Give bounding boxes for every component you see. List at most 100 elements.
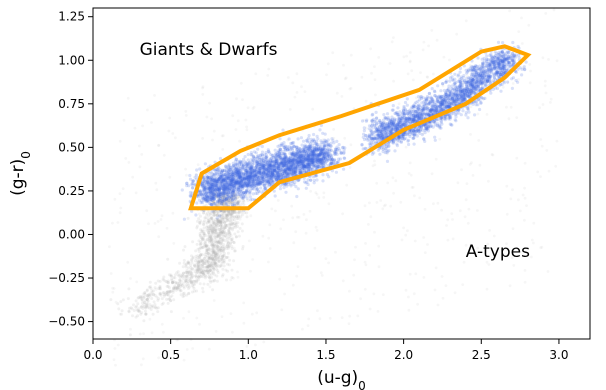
giant-dwarf-point [453,81,457,85]
a-type-point [222,264,226,268]
background-point [364,99,368,103]
a-type-point [223,220,227,224]
giant-dwarf-point [480,96,484,100]
a-type-point [202,232,206,236]
giant-dwarf-point [483,82,487,86]
a-type-point [210,256,214,260]
giant-dwarf-point [265,180,269,184]
background-point [445,224,448,227]
giant-dwarf-point [420,111,424,115]
background-point [440,208,443,212]
a-type-point [221,238,224,242]
giant-dwarf-point [210,191,214,195]
a-type-point [216,219,220,223]
giant-dwarf-point [289,164,293,168]
a-type-point [211,210,215,214]
background-point [296,215,299,219]
a-type-point [233,249,237,253]
a-type-point [206,268,210,272]
giant-dwarf-point [495,86,500,91]
background-point [460,168,463,172]
giant-dwarf-point [244,181,248,185]
a-type-point [161,291,165,295]
background-point [200,193,203,196]
giant-dwarf-point [318,128,322,132]
giant-dwarf-point [465,86,469,90]
a-type-point [218,230,222,233]
a-type-point [209,224,213,228]
background-point [251,107,255,110]
giant-dwarf-point [382,113,386,117]
background-point [528,63,532,66]
a-type-point [222,188,226,192]
background-point [292,241,296,245]
a-type-point [150,289,154,293]
background-point [529,69,532,73]
a-type-point [235,196,239,200]
a-type-point [219,231,223,235]
giant-dwarf-point [464,84,469,88]
a-type-point [215,220,219,224]
giant-dwarf-point [318,152,322,156]
a-type-point [212,232,216,236]
background-point [360,75,364,79]
a-type-point [219,202,223,206]
giant-dwarf-point [429,108,433,112]
background-point [327,202,331,206]
a-type-point [212,226,216,230]
a-type-point [222,195,226,199]
a-type-point [134,305,138,309]
background-point [155,188,159,192]
a-type-point [214,246,217,250]
giant-dwarf-point [277,149,282,153]
a-type-point [151,293,155,297]
giant-dwarf-point [411,129,416,133]
a-type-point [213,273,217,277]
a-type-point [232,218,236,222]
a-type-point [221,202,225,206]
background-point [124,157,128,160]
background-point [540,144,544,148]
a-type-point [201,272,205,276]
a-type-point [214,229,218,232]
a-type-point [219,219,223,223]
a-type-point [206,252,210,256]
background-point [171,211,175,215]
background-point [238,217,242,221]
background-point [461,283,465,286]
a-type-point [211,231,215,235]
a-type-point [214,256,217,260]
a-type-point [224,226,228,230]
a-type-point [210,275,214,279]
a-type-point [209,264,213,268]
a-type-point [221,255,225,259]
background-point [490,153,494,156]
a-type-point [224,197,228,201]
a-type-point [215,264,219,268]
a-type-point [221,196,225,200]
a-type-point [232,198,236,202]
a-type-point [230,199,234,203]
giant-dwarf-point [290,152,294,156]
a-type-point [161,301,165,305]
background-point [352,273,356,277]
a-type-point [126,297,130,301]
a-type-point [148,303,152,307]
giant-dwarf-point [504,57,508,61]
giant-dwarf-point [238,176,242,180]
a-type-point [218,254,222,258]
a-type-point [229,242,232,246]
a-type-point [219,221,223,225]
background-point [448,58,451,62]
a-type-point [235,202,239,206]
giant-dwarf-point [258,171,262,175]
a-type-point [179,275,183,279]
a-type-point [145,297,149,301]
a-type-point [211,248,215,252]
a-type-point [202,229,206,233]
background-point [485,260,489,264]
a-type-point [216,241,220,245]
a-type-point [209,199,213,203]
background-point [133,126,137,130]
giant-dwarf-point [415,134,419,138]
